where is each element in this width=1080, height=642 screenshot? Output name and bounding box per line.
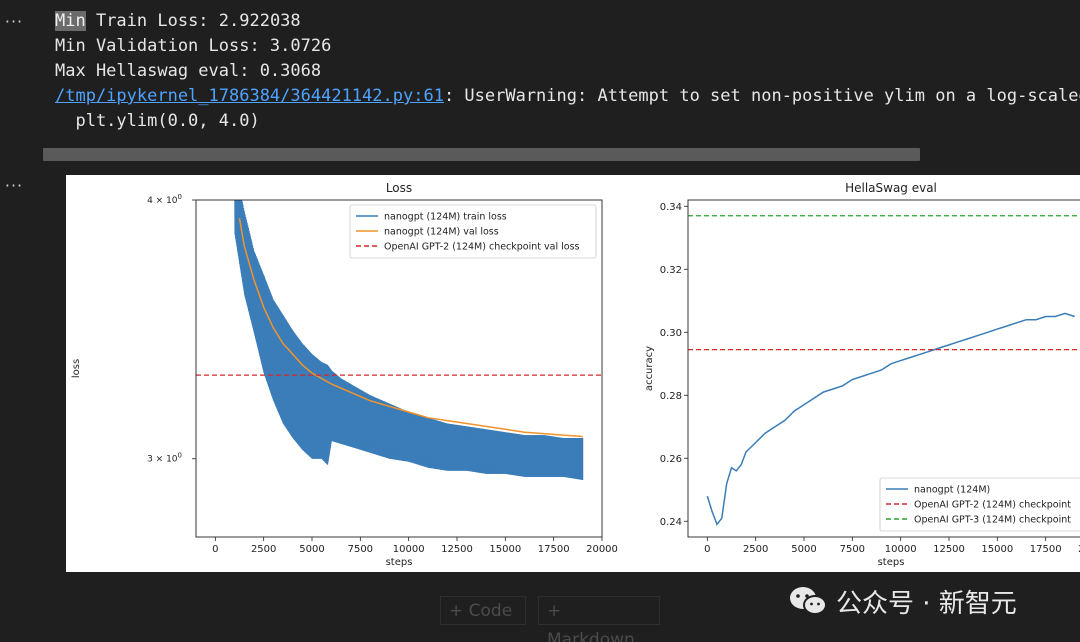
plus-icon: + [547, 601, 562, 621]
hellaswag-xlabel: steps [878, 557, 905, 568]
hellaswag-xtick-label: 12500 [933, 544, 965, 555]
search-highlight: Min [55, 11, 86, 31]
loss-xtick-label: 12500 [441, 544, 473, 555]
hellaswag-xtick-label: 7500 [840, 544, 865, 555]
hellaswag-xtick-label: 20000 [1078, 544, 1080, 555]
hellaswag-legend-label: OpenAI GPT-2 (124M) checkpoint [914, 500, 1071, 511]
loss-xtick-label: 15000 [489, 544, 521, 555]
hellaswag-xtick-label: 17500 [1030, 544, 1062, 555]
horizontal-scrollbar[interactable] [43, 148, 920, 161]
output-line-val-loss: Min Validation Loss: 3.0726 [55, 36, 332, 56]
loss-axes-frame [195, 199, 603, 538]
loss-xtick-label: 0 [212, 544, 218, 555]
hellaswag-ytick-label: 0.28 [660, 391, 682, 402]
loss-series-1-line [238, 218, 583, 438]
hellaswag-legend-box [879, 477, 1080, 532]
hellaswag-ytick-label: 0.26 [660, 454, 682, 465]
figure-svg: 0 2500 5000 7500 10000 12500 15000 17500 20000 4 … [71, 181, 1080, 568]
add-code-cell-button[interactable]: + Code [440, 596, 526, 625]
hellaswag-legend-label: OpenAI GPT-3 (124M) checkpoint [914, 515, 1071, 526]
loss-legend-label: nanogpt (124M) train loss [384, 212, 507, 223]
loss-plot-area [196, 200, 602, 480]
output-line-train-loss: Min Train Loss: 2.922038 [55, 11, 301, 31]
output-line-hellaswag: Max Hellaswag eval: 0.3068 [55, 61, 322, 81]
hellaswag-xtick-label: 5000 [791, 544, 816, 555]
loss-ytick-label: 4 × 100 [147, 193, 182, 206]
add-markdown-cell-button[interactable]: + Markdown [538, 596, 660, 642]
loss-xtick-label: 20000 [586, 544, 618, 555]
loss-xtick-label: 5000 [299, 544, 324, 555]
loss-xtick-label: 2500 [251, 544, 276, 555]
hellaswag-ytick-label: 0.34 [660, 202, 682, 213]
loss-ylabel: loss [71, 359, 82, 378]
loss-legend-label: OpenAI GPT-2 (124M) checkpoint val loss [384, 242, 580, 253]
hellaswag-xtick-label: 0 [704, 544, 710, 555]
loss-series-0-line [234, 200, 584, 480]
output-line-warning-code: plt.ylim(0.0, 4.0) [55, 111, 260, 131]
plus-icon: + [449, 601, 469, 621]
hellaswag-axes-frame [687, 199, 1080, 538]
output-line-warning: /tmp/ipykernel_1786384/364421142.py:61: … [55, 86, 1080, 106]
loss-title: Loss [386, 181, 412, 195]
hellaswag-legend-label: nanogpt (124M) [914, 485, 990, 496]
matplotlib-figure: 0 2500 5000 7500 10000 12500 15000 17500 20000 4 … [66, 175, 1080, 572]
hellaswag-xtick-label: 15000 [981, 544, 1013, 555]
hellaswag-ytick-label: 0.32 [660, 265, 682, 276]
hellaswag-xtick-label: 2500 [743, 544, 768, 555]
loss-xlabel: steps [386, 557, 413, 568]
loss-legend-label: nanogpt (124M) val loss [384, 227, 499, 238]
output-gutter-ellipsis[interactable]: ··· [4, 12, 24, 31]
loss-ytick-label: 3 × 100 [147, 452, 182, 465]
watermark: 公众号 · 新智元 [788, 584, 1017, 619]
loss-legend-box [349, 204, 597, 259]
loss-xtick-label: 17500 [538, 544, 570, 555]
loss-xtick-label: 10000 [393, 544, 425, 555]
loss-xtick-label: 7500 [348, 544, 373, 555]
hellaswag-ytick-label: 0.30 [660, 328, 682, 339]
watermark-text: 公众号 · 新智元 [836, 588, 1017, 619]
hellaswag-title: HellaSwag eval [845, 181, 937, 195]
wechat-icon [790, 587, 827, 615]
hellaswag-plot-area [688, 215, 1080, 526]
hellaswag-series-0-line [706, 312, 1075, 526]
cell-output-text: Min Train Loss: 2.922038 Min Validation L… [55, 9, 1080, 134]
warning-file-link[interactable]: /tmp/ipykernel_1786384/364421142.py:61 [55, 86, 444, 106]
figure-gutter-ellipsis[interactable]: ··· [4, 176, 24, 195]
hellaswag-ytick-label: 0.24 [660, 517, 682, 528]
hellaswag-xtick-label: 10000 [885, 544, 917, 555]
hellaswag-ylabel: accuracy [644, 346, 655, 391]
